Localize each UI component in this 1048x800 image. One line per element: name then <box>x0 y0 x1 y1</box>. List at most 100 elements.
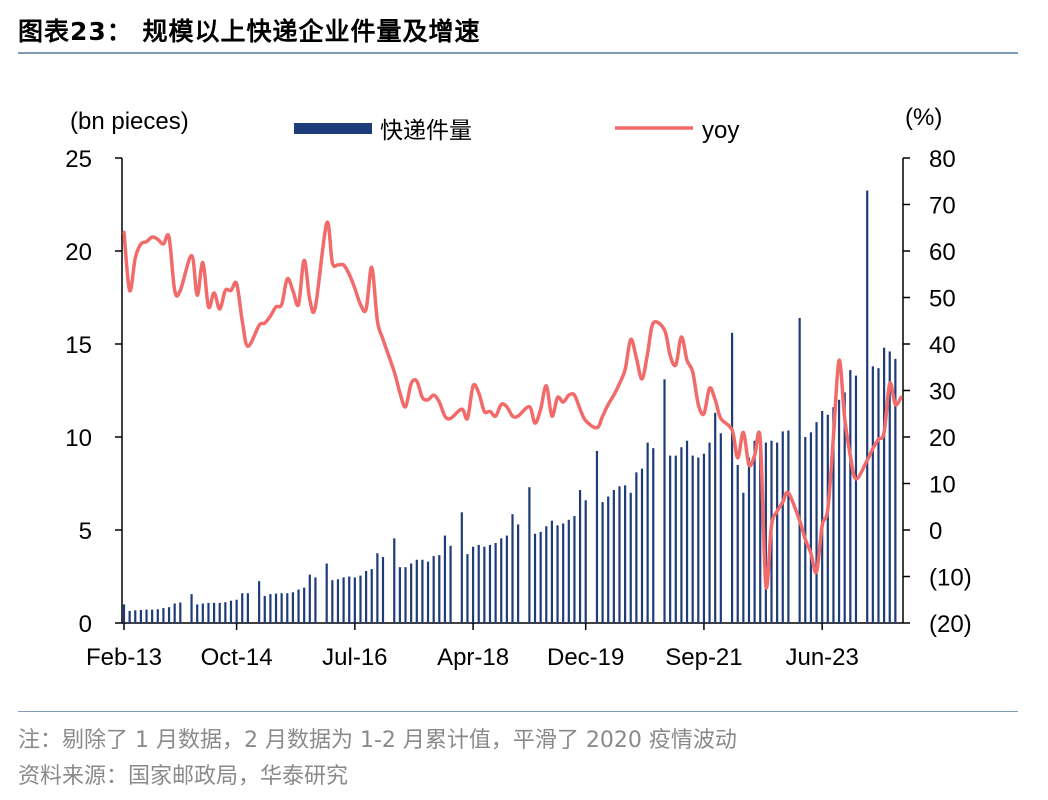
bar <box>421 559 424 623</box>
bar <box>443 535 447 623</box>
bar <box>888 351 891 623</box>
bar <box>517 524 520 623</box>
legend-bar-swatch <box>294 123 372 134</box>
x-tick-label: Oct-14 <box>201 644 273 671</box>
bar <box>494 543 497 623</box>
left-tick-label: 5 <box>79 518 92 545</box>
bar <box>325 563 328 623</box>
bar <box>798 317 801 623</box>
bar <box>246 593 249 623</box>
bar <box>167 607 171 623</box>
right-tick-label: 10 <box>929 472 956 499</box>
legend-bar-label: 快递件量 <box>380 118 472 144</box>
bar <box>528 487 531 623</box>
bar <box>404 567 407 623</box>
bar <box>151 609 154 623</box>
bar <box>843 392 846 623</box>
right-tick-label: 60 <box>929 239 956 266</box>
bar <box>697 457 700 623</box>
bar <box>438 555 441 623</box>
bar <box>212 602 216 623</box>
bar <box>314 577 317 623</box>
bar <box>398 567 401 623</box>
line-series <box>122 220 903 590</box>
axis-labels: 0 5 10 15 20 25 (20) (10) 0 10 20 30 40 50 60 70 80 Feb-1… <box>65 104 971 671</box>
bar <box>359 575 362 623</box>
left-axis-unit: (bn pieces) <box>70 108 189 135</box>
bar <box>708 442 711 623</box>
bar <box>460 512 463 623</box>
right-axis-unit: (%) <box>905 104 942 131</box>
bar <box>871 366 874 623</box>
bar <box>618 486 621 623</box>
left-tick-label: 20 <box>65 239 92 266</box>
bar <box>781 431 784 623</box>
bar <box>652 448 655 623</box>
bar <box>753 440 756 623</box>
legend-line-label: yoy <box>702 117 739 144</box>
bar <box>426 561 430 623</box>
right-tick-label: (20) <box>929 611 972 638</box>
bar <box>714 412 717 623</box>
bar <box>297 589 300 623</box>
bar <box>894 358 897 623</box>
left-tick-label: 0 <box>79 611 92 638</box>
bar <box>804 437 807 623</box>
bar <box>550 520 554 623</box>
x-tick-label: Sep-21 <box>665 644 742 671</box>
bar <box>505 535 508 623</box>
x-tick-label: Jul-16 <box>322 644 387 671</box>
bar <box>815 422 818 623</box>
bar <box>393 538 396 623</box>
bar <box>128 610 131 623</box>
bar <box>640 468 644 623</box>
bar <box>483 546 486 623</box>
bar <box>832 407 835 623</box>
bar <box>370 569 373 623</box>
bar <box>854 375 858 623</box>
bar <box>134 610 137 623</box>
bar <box>787 430 790 623</box>
bar <box>624 485 627 623</box>
bar <box>274 593 278 623</box>
bar <box>742 492 745 623</box>
bar <box>415 559 418 623</box>
bar <box>179 602 182 623</box>
bar <box>674 455 677 623</box>
bar <box>759 432 762 623</box>
bar <box>303 587 306 623</box>
bar <box>410 563 413 623</box>
bar <box>224 602 227 623</box>
bar <box>877 368 880 623</box>
bar <box>432 556 435 623</box>
bar <box>669 455 672 623</box>
bar <box>365 570 368 623</box>
bar <box>730 332 734 623</box>
bar <box>331 580 334 623</box>
bar <box>776 442 779 623</box>
bar <box>201 603 204 623</box>
bar <box>280 593 283 623</box>
bar <box>122 604 126 623</box>
bar <box>471 546 475 623</box>
bar <box>258 581 261 623</box>
bar <box>849 370 852 623</box>
bar <box>595 450 599 623</box>
bar <box>229 600 233 623</box>
left-tick-label: 15 <box>65 332 92 359</box>
footer-rule <box>18 711 1018 712</box>
bar <box>291 592 295 623</box>
bar <box>809 432 813 623</box>
chart-note: 注：剔除了 1 月数据，2 月数据为 1-2 月累计值，平滑了 2020 疫情波… <box>18 728 737 753</box>
right-tick-label: 30 <box>929 379 956 406</box>
bar <box>477 544 480 623</box>
combo-chart: 0 5 10 15 20 25 (20) (10) 0 10 20 30 40 50 60 70 80 Feb-1… <box>65 104 971 671</box>
bar <box>635 472 638 623</box>
right-tick-label: 0 <box>929 518 942 545</box>
bar <box>207 602 210 623</box>
bar <box>685 440 689 623</box>
x-tick-label: Jun-23 <box>785 644 858 671</box>
bar <box>500 538 503 623</box>
chart-legend: 快递件量 yoy <box>294 117 739 144</box>
bar <box>263 596 266 623</box>
